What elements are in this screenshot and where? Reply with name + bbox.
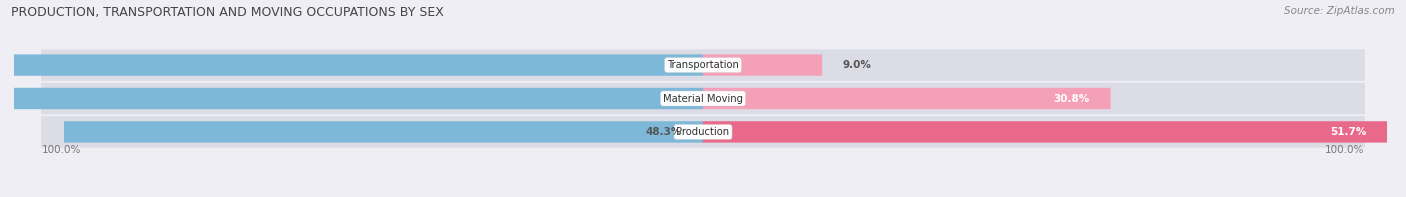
FancyBboxPatch shape <box>41 116 1365 148</box>
FancyBboxPatch shape <box>0 54 703 76</box>
Text: 9.0%: 9.0% <box>842 60 872 70</box>
Text: PRODUCTION, TRANSPORTATION AND MOVING OCCUPATIONS BY SEX: PRODUCTION, TRANSPORTATION AND MOVING OC… <box>11 6 444 19</box>
Text: Source: ZipAtlas.com: Source: ZipAtlas.com <box>1284 6 1395 16</box>
Text: 48.3%: 48.3% <box>645 127 682 137</box>
Text: Transportation: Transportation <box>666 60 740 70</box>
FancyBboxPatch shape <box>703 121 1386 143</box>
FancyBboxPatch shape <box>41 49 1365 81</box>
FancyBboxPatch shape <box>0 88 703 109</box>
Text: 51.7%: 51.7% <box>1330 127 1367 137</box>
Text: Production: Production <box>676 127 730 137</box>
Text: 30.8%: 30.8% <box>1053 94 1090 103</box>
Text: 100.0%: 100.0% <box>1324 145 1364 155</box>
FancyBboxPatch shape <box>63 121 703 143</box>
FancyBboxPatch shape <box>703 54 823 76</box>
Text: 100.0%: 100.0% <box>42 145 82 155</box>
FancyBboxPatch shape <box>703 88 1111 109</box>
Text: Material Moving: Material Moving <box>664 94 742 103</box>
FancyBboxPatch shape <box>41 83 1365 114</box>
